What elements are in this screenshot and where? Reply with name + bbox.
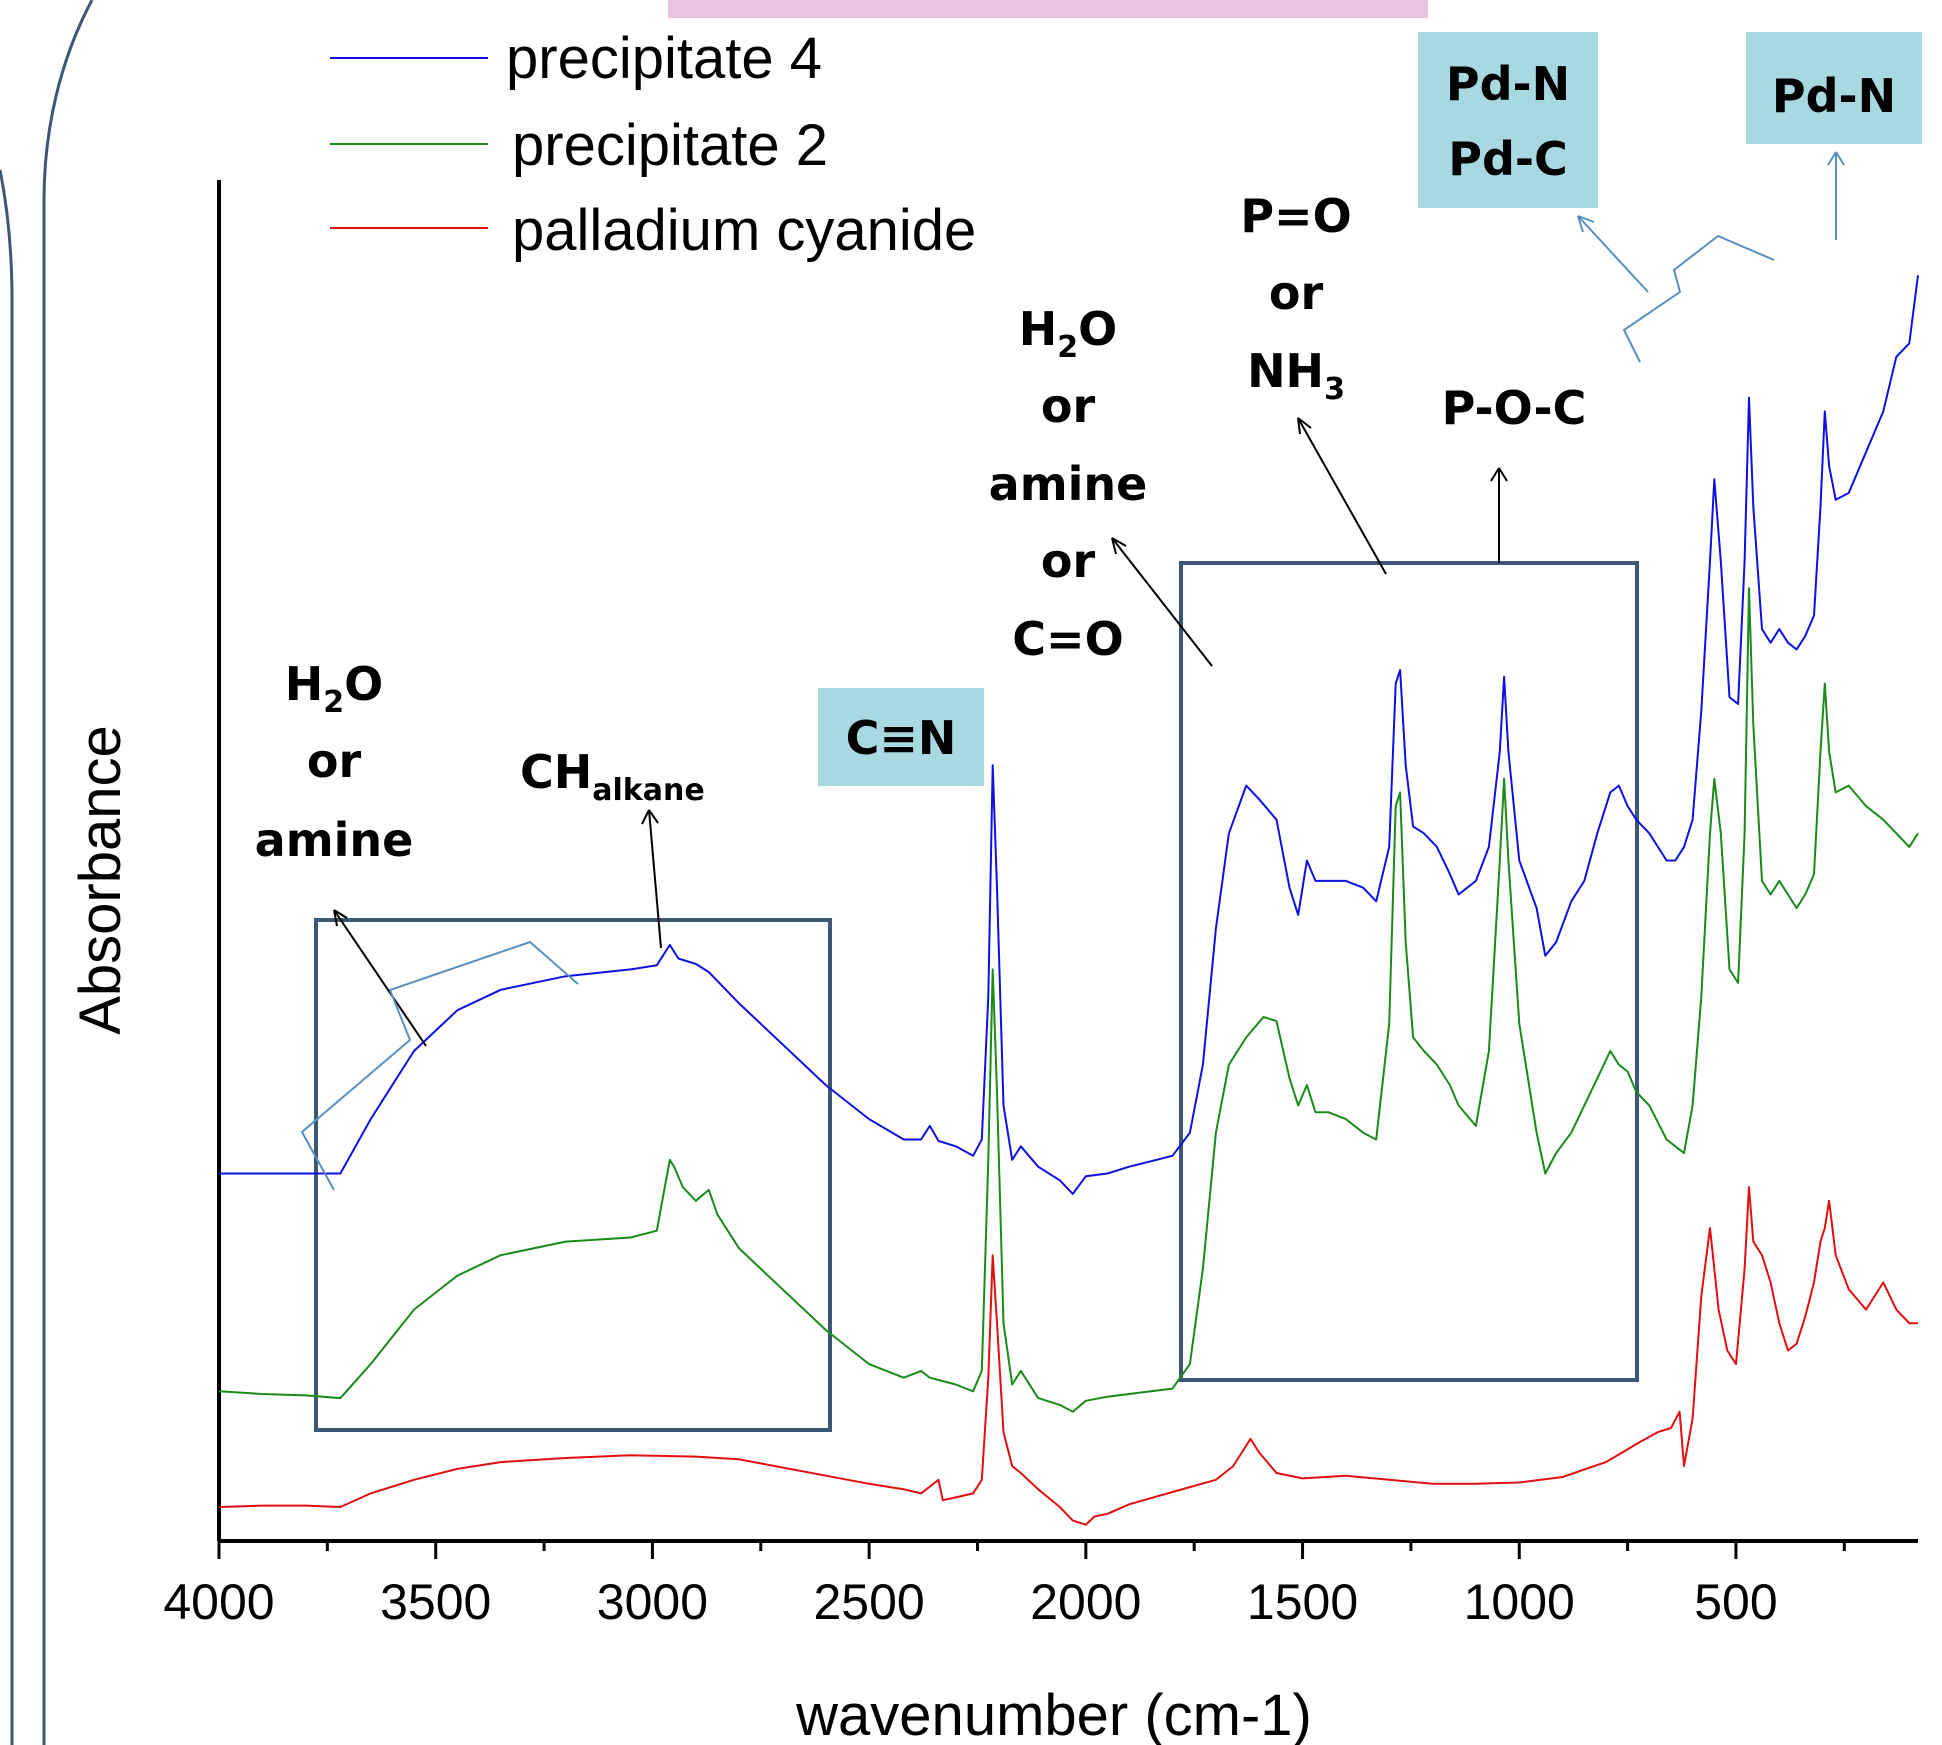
- y-axis-title: Absorbance: [68, 725, 133, 1035]
- bracket-left: [300, 940, 579, 1191]
- annotation-arrow-h2o-left: [333, 909, 427, 1047]
- x-tick-label-500: 500: [1694, 1574, 1777, 1630]
- x-tick-label-3000: 3000: [597, 1574, 708, 1630]
- series-line-precipitate-4: [219, 275, 1919, 1195]
- annotation-pdn: Pd-N: [1746, 32, 1922, 240]
- highlight-box-left: [314, 918, 832, 1432]
- legend: precipitate 4 precipitate 2 palladium cy…: [330, 26, 976, 263]
- x-axis-tick-labels: 4000 3500 3000 2500 2000 1500 1000 500: [163, 1574, 1777, 1630]
- annotation-h2o-or-amine-left: H2O or amine: [255, 657, 579, 1191]
- x-tick-label-2500: 2500: [814, 1574, 925, 1630]
- x-tick-label-3500: 3500: [380, 1574, 491, 1630]
- annotation-h2o-amine-co: H2O or amine or C=O: [989, 302, 1213, 667]
- annotation-arrowhead-h2o-left: [333, 909, 348, 927]
- annotation-ch-alkane-text: CHalkane: [520, 745, 705, 808]
- annotation-po-line1: P=O: [1240, 189, 1351, 243]
- annotation-arrow-h2o-mid: [1111, 537, 1213, 667]
- annotation-h2o-left-line2: or: [307, 734, 362, 788]
- annotation-h2o-mid-line2: or: [1041, 379, 1096, 433]
- x-tick-label-2000: 2000: [1030, 1574, 1141, 1630]
- annotation-cn-background: [818, 688, 984, 786]
- series-line-precipitate-2: [218, 587, 1919, 1413]
- annotation-po-line3: NH3: [1247, 344, 1345, 407]
- annotation-pdn-pdc-background: [1418, 32, 1598, 208]
- annotation-pdn-background: [1746, 32, 1922, 144]
- x-axis-ticks: [217, 1541, 1846, 1559]
- annotation-h2o-mid-line4: or: [1041, 534, 1096, 588]
- slide-frame-left-edge: [0, 169, 14, 1745]
- annotation-pdn-pdc-line2: Pd-C: [1448, 132, 1568, 186]
- bracket-pdn-pdc: [1622, 234, 1775, 363]
- legend-label-precipitate-2: precipitate 2: [512, 113, 828, 178]
- annotation-h2o-mid-line3: amine: [989, 457, 1148, 511]
- series-line-palladium-cyanide: [218, 1186, 1918, 1526]
- annotation-h2o-mid-line1: H2O: [1019, 302, 1117, 365]
- legend-label-precipitate-4: precipitate 4: [506, 26, 822, 91]
- annotation-h2o-mid-line5: C=O: [1012, 612, 1123, 666]
- annotation-pdn-pdc-line1: Pd-N: [1446, 57, 1570, 111]
- x-tick-label-1000: 1000: [1464, 1574, 1575, 1630]
- annotation-h2o-left-line3: amine: [255, 813, 414, 867]
- annotation-arrowhead-h2o-mid: [1111, 537, 1127, 555]
- annotation-poc-text: P-O-C: [1442, 381, 1587, 435]
- annotation-pdn-text: Pd-N: [1772, 69, 1896, 123]
- x-tick-label-4000: 4000: [163, 1574, 274, 1630]
- annotation-pdn-pdc: Pd-N Pd-C: [1418, 32, 1775, 363]
- x-tick-label-1500: 1500: [1247, 1574, 1358, 1630]
- annotation-arrow-po: [1297, 417, 1387, 575]
- annotation-ch-alkane: CHalkane: [520, 745, 705, 949]
- annotation-arrowhead-pdn-pdc: [1577, 215, 1595, 233]
- series-group: [218, 275, 1919, 1526]
- annotation-cn-text: C≡N: [846, 711, 957, 765]
- annotation-h2o-left-line1: H2O: [285, 657, 383, 720]
- annotation-arrowhead-ch-alkane: [641, 809, 659, 825]
- annotation-poc: P-O-C: [1442, 381, 1587, 563]
- x-axis-title: wavenumber (cm-1): [795, 1683, 1312, 1745]
- annotation-arrowhead-poc: [1490, 467, 1508, 482]
- legend-label-palladium-cyanide: palladium cyanide: [512, 198, 976, 263]
- annotation-cn: C≡N: [818, 688, 984, 786]
- top-decorative-band: [668, 0, 1428, 18]
- annotation-arrowhead-po: [1297, 417, 1312, 435]
- slide-frame-arc: [42, 0, 94, 1745]
- annotation-arrow-ch-alkane: [648, 809, 662, 949]
- highlight-box-right: [1179, 561, 1639, 1382]
- annotation-po-nh3: P=O or NH3: [1240, 189, 1387, 575]
- annotation-po-line2: or: [1269, 266, 1324, 320]
- annotation-arrowhead-pdn: [1827, 151, 1845, 166]
- annotation-arrow-pdn-pdc: [1577, 215, 1649, 293]
